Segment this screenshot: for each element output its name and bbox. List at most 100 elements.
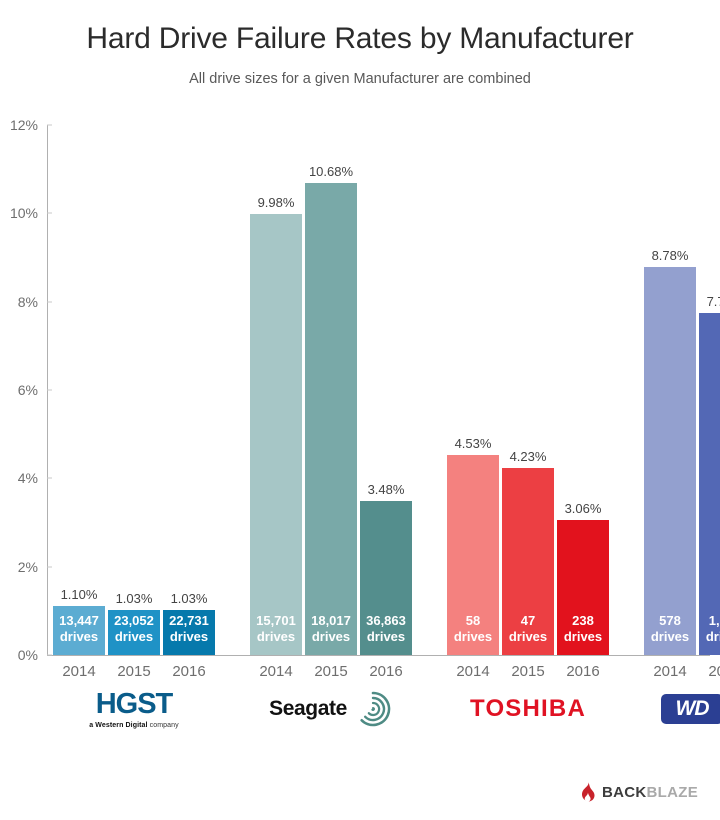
y-axis-tick-label: 12% [9,117,38,133]
y-axis-tick-label: 6% [17,382,38,398]
bar-drive-count-label: 15,701 drives [250,613,302,645]
x-axis-year-label: 2015 [511,663,545,680]
bar[interactable]: 10.68% 18,017 drives [305,164,357,655]
drive-count-value: 1,540 [708,613,720,628]
x-axis-year-label: 2014 [62,663,96,680]
hgst-logo: HGST a Western Digital company [53,685,215,733]
y-axis-tick-mark [47,389,52,391]
bar[interactable]: 3.48% 36,863 drives [360,482,412,655]
seagate-wordmark: Seagate [269,697,347,720]
plot-area: 0% 2% 4% 6% 8% 10% 12% 1.10% 13,447 drives 1.03% 2… [10,117,720,680]
x-axis-year-label: 2016 [172,663,206,680]
bar-drive-count-label: 13,447 drives [53,613,105,645]
x-axis-year-label: 2016 [369,663,403,680]
bar[interactable]: 1.03% 22,731 drives [163,591,215,655]
drive-count-value: 36,863 [366,613,406,628]
chart-subtitle: All drive sizes for a given Manufacturer… [189,71,531,87]
y-axis-tick-mark [47,301,52,303]
bar-value-label: 9.98% [257,195,295,211]
bar-value-label: 1.03% [170,590,208,606]
flame-icon [581,782,595,802]
drive-count-value: 22,731 [169,613,209,628]
bar[interactable]: 3.06% 238 drives [557,501,609,655]
y-axis-tick-label: 0% [17,647,38,663]
western-digital-logo: WDWesternDigital® [644,685,720,733]
drive-count-unit: drives [59,629,99,644]
bar-value-label: 4.23% [509,449,547,465]
drive-count-unit: drives [508,629,548,644]
bar-drive-count-label: 1,540drives [699,613,720,645]
bar[interactable]: 4.23% 47 drives [502,449,554,655]
bar[interactable]: 1.03% 23,052 drives [108,591,160,655]
backblaze-word-back: BACK [601,784,647,801]
x-axis-year-label: 2014 [456,663,490,680]
x-axis-year-label: 2015 [708,663,720,680]
bar-drive-count-label: 238 drives [557,613,609,645]
y-axis-tick-mark [47,566,52,568]
wd-badge: WD [661,694,720,724]
y-axis-tick-label: 8% [17,293,38,310]
bar[interactable]: 9.98% 15,701 drives [250,195,302,655]
x-axis-line [47,655,710,656]
bar-drive-count-label: 18,017 drives [305,613,357,645]
bar[interactable]: 4.53% 58 drives [447,436,499,655]
drive-count-value: 18,017 [311,613,351,628]
bar-value-label: 1.10% [60,587,98,603]
drive-count-unit: drives [650,629,690,644]
y-axis-tick-mark [47,124,52,126]
y-axis-tick-label: 10% [9,205,38,222]
bar-value-label: 10.68% [308,164,354,180]
drive-count-value: 23,052 [114,613,154,628]
bar-value-label: 7.75% [706,293,720,309]
bar-drive-count-label: 47 drives [502,613,554,645]
drive-count-value: 13,447 [59,613,99,628]
bar-drive-count-label: 23,052 drives [108,613,160,645]
drive-count-unit: drives [114,629,154,644]
x-axis-year-label: 2015 [314,663,348,680]
y-axis-tick-mark [47,212,52,214]
y-axis-tick-mark [47,477,52,479]
seagate-logo: Seagate [250,685,412,733]
bar-value-label: 8.78% [651,248,689,264]
drive-count-unit: drives [705,629,720,644]
bar-drive-count-label: 578 drives [644,613,696,645]
drive-count-unit: drives [366,629,406,644]
x-axis-year-label: 2014 [653,663,687,680]
y-axis-tick-mark [47,654,52,656]
drive-count-value: 58 [465,613,481,628]
drive-count-unit: drives [311,629,351,644]
drive-count-unit: drives [169,629,209,644]
x-axis-year-label: 2016 [566,663,600,680]
toshiba-logo: TOSHIBA [447,685,609,733]
toshiba-wordmark: TOSHIBA [470,695,586,722]
y-axis-tick-label: 2% [17,558,38,575]
seagate-swirl-icon [360,691,391,727]
drive-count-value: 15,701 [256,613,296,628]
drive-count-unit: drives [563,629,603,644]
page-title: Hard Drive Failure Rates by Manufacturer [86,22,634,55]
backblaze-wordmark: BACKBLAZE [602,784,698,801]
backblaze-logo: BACKBLAZE [580,782,698,803]
drive-count-unit: drives [256,629,296,644]
x-axis-year-label: 2014 [259,663,293,680]
bar-value-label: 3.48% [367,482,405,498]
bar-value-label: 4.53% [454,435,492,451]
wd-badge-text: WD [675,697,710,720]
hgst-tagline: a Western Digital company [89,721,179,729]
bar-drive-count-label: 22,731 drives [163,613,215,645]
drive-count-unit: drives [453,629,493,644]
drive-count-value: 238 [572,613,594,628]
bar[interactable]: 1.10% 13,447 drives [53,587,105,655]
bar-value-label: 3.06% [564,500,602,516]
drive-count-value: 47 [520,613,536,628]
x-axis-year-label: 2015 [117,663,151,680]
bar-drive-count-label: 36,863 drives [360,613,412,645]
y-axis-tick-label: 4% [17,470,38,487]
drive-count-value: 578 [659,613,681,628]
backblaze-word-blaze: BLAZE [646,784,698,801]
bar-drive-count-label: 58 drives [447,613,499,645]
bar-value-label: 1.03% [115,590,153,606]
bar[interactable]: 8.78% 578 drives [644,248,696,655]
bar[interactable]: 7.75% 1,540drives [699,294,720,655]
